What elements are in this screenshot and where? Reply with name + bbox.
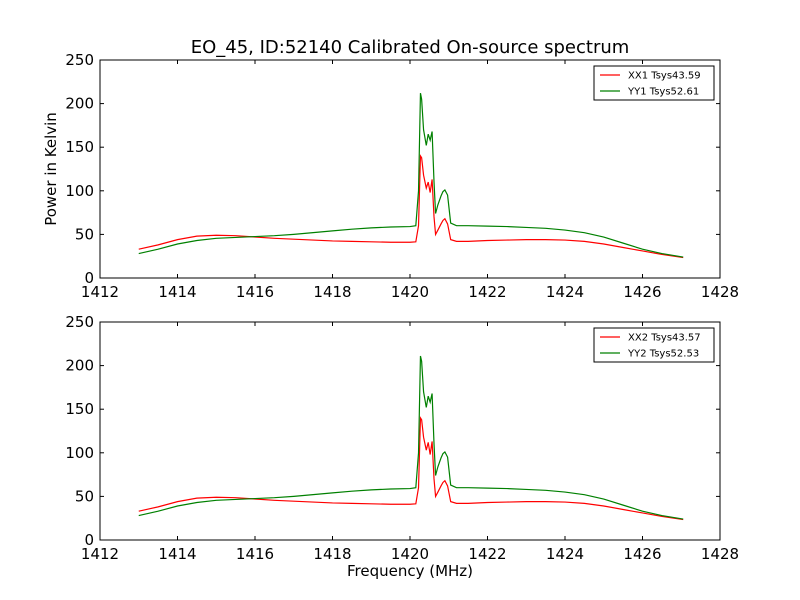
y-tick-label: 100: [65, 182, 94, 200]
subplot-1: 1412 1414 1416 1418 1420 1422 1424 1426 1428 0 50 1…: [65, 51, 739, 301]
subplot-2: 1412 1414 1416 1418 1420 1422 1424 1426 1428 0 50 1…: [65, 313, 739, 563]
x-tick-label: 1418: [313, 545, 351, 563]
subplot-panels: 1412 1414 1416 1418 1420 1422 1424 1426 1428 0 50 1…: [65, 51, 739, 563]
x-tick-label: 1426: [623, 545, 661, 563]
x-tick-label: 1414: [158, 545, 196, 563]
series-line-xx1: [138, 154, 684, 259]
y-tick-label: 50: [75, 487, 94, 505]
x-tick-label: 1418: [313, 283, 351, 301]
x-tick-label: 1424: [546, 283, 584, 301]
y-axis-label-top: Power in Kelvin: [42, 112, 60, 226]
x-tick-label: 1426: [623, 283, 661, 301]
y-tick-label: 250: [65, 313, 94, 331]
legend-entry-label: XX2 Tsys43.57: [628, 333, 701, 344]
x-tick-label: 1416: [236, 545, 274, 563]
y-tick-label: 250: [65, 51, 94, 69]
x-tick-label: 1428: [701, 545, 739, 563]
y-tick-label: 150: [65, 400, 94, 418]
legend: XX1 Tsys43.59 YY1 Tsys52.61: [593, 65, 715, 101]
y-tick-label: 50: [75, 225, 94, 243]
x-tick-label: 1424: [546, 545, 584, 563]
x-tick-label: 1420: [391, 545, 429, 563]
y-tick-label: 200: [65, 357, 94, 375]
legend: XX2 Tsys43.57 YY2 Tsys52.53: [593, 327, 715, 363]
x-tick-label: 1414: [158, 283, 196, 301]
series-line-yy1: [138, 93, 684, 258]
y-tick-label: 0: [84, 269, 94, 287]
x-tick-label: 1422: [468, 283, 506, 301]
x-tick-label: 1416: [236, 283, 274, 301]
legend-box: [593, 327, 715, 363]
y-tick-label: 0: [84, 531, 94, 549]
x-tick-label: 1420: [391, 283, 429, 301]
y-tick-label: 100: [65, 444, 94, 462]
legend-entry-label: XX1 Tsys43.59: [628, 71, 701, 82]
x-axis-label-bottom: Frequency (MHz): [347, 562, 473, 580]
figure-title: EO_45, ID:52140 Calibrated On-source spe…: [191, 37, 630, 58]
x-tick-label: 1412: [81, 545, 119, 563]
legend-entry-label: YY1 Tsys52.61: [627, 87, 699, 98]
legend-entry-label: YY2 Tsys52.53: [627, 349, 699, 360]
x-tick-label: 1422: [468, 545, 506, 563]
series-line-yy2: [138, 355, 684, 520]
y-tick-label: 200: [65, 95, 94, 113]
x-tick-label: 1428: [701, 283, 739, 301]
y-tick-label: 150: [65, 138, 94, 156]
x-tick-label: 1412: [81, 283, 119, 301]
series-line-xx2: [138, 416, 684, 521]
legend-box: [593, 65, 715, 101]
